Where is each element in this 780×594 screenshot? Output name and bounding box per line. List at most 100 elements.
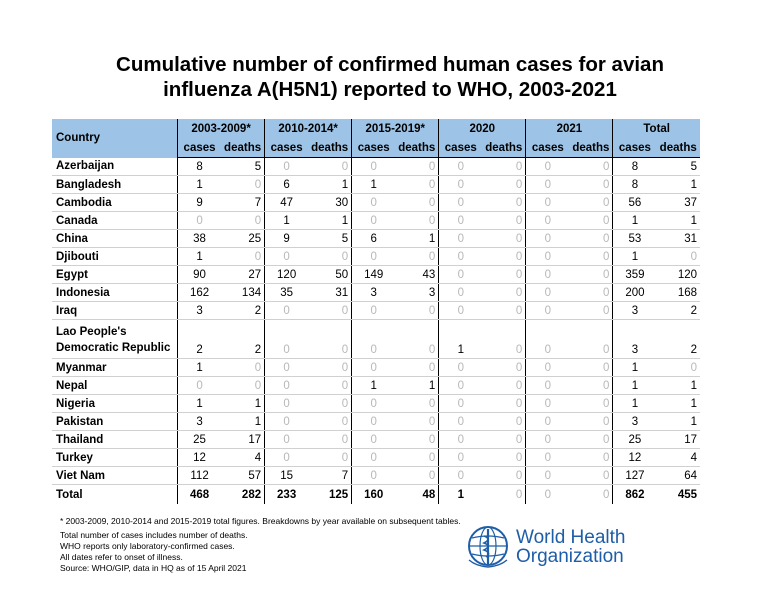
table-row: Iraq 3 2 0 0 0 0 0 0 0 0 3 2 bbox=[52, 301, 700, 320]
deaths-cell: 0 bbox=[308, 157, 353, 176]
deaths-cell: 1 bbox=[221, 394, 266, 413]
period-header: 2021 bbox=[525, 119, 614, 138]
deaths-cell: 0 bbox=[308, 376, 353, 395]
cases-cell: 127 bbox=[612, 466, 657, 485]
deaths-cell: 27 bbox=[221, 265, 266, 284]
cases-cell: 0 bbox=[438, 358, 483, 377]
cases-cell: 0 bbox=[525, 430, 570, 449]
cases-cell: 1 bbox=[438, 319, 483, 359]
cases-cell: 0 bbox=[351, 301, 396, 320]
cases-cell: 8 bbox=[612, 175, 657, 194]
cases-cell: 0 bbox=[264, 157, 309, 176]
who-emblem-icon bbox=[468, 526, 508, 568]
deaths-cell: 0 bbox=[482, 175, 527, 194]
deaths-cell: 5 bbox=[308, 229, 353, 248]
who-name: World Health Organization bbox=[516, 528, 625, 566]
cases-cell: 0 bbox=[525, 376, 570, 395]
cases-cell: 0 bbox=[177, 211, 222, 230]
deaths-cell: 1 bbox=[221, 412, 266, 431]
deaths-cell: 0 bbox=[221, 211, 266, 230]
deaths-cell: 0 bbox=[569, 157, 614, 176]
cases-cell: 0 bbox=[351, 319, 396, 359]
cases-cell: 0 bbox=[351, 466, 396, 485]
deaths-cell: 0 bbox=[395, 211, 440, 230]
cases-cell: 1 bbox=[177, 394, 222, 413]
cases-cell: 0 bbox=[351, 358, 396, 377]
cases-cell: 0 bbox=[351, 211, 396, 230]
deaths-subheader: deaths bbox=[308, 138, 353, 158]
deaths-cell: 0 bbox=[569, 376, 614, 395]
period-header: 2020 bbox=[438, 119, 527, 138]
note-line: All dates refer to onset of illness. bbox=[60, 552, 183, 562]
deaths-cell: 0 bbox=[308, 247, 353, 266]
deaths-cell: 0 bbox=[308, 358, 353, 377]
cases-cell: 0 bbox=[525, 211, 570, 230]
cases-cell: 9 bbox=[177, 193, 222, 212]
deaths-cell: 282 bbox=[221, 484, 266, 504]
cases-cell: 3 bbox=[177, 301, 222, 320]
cases-cell: 0 bbox=[264, 448, 309, 467]
cases-cell: 3 bbox=[351, 283, 396, 302]
deaths-cell: 5 bbox=[656, 157, 700, 176]
deaths-cell: 0 bbox=[656, 358, 700, 377]
cases-cell: 0 bbox=[264, 394, 309, 413]
deaths-cell: 7 bbox=[221, 193, 266, 212]
deaths-cell: 1 bbox=[308, 211, 353, 230]
cases-cell: 0 bbox=[351, 247, 396, 266]
deaths-cell: 1 bbox=[308, 175, 353, 194]
deaths-cell: 0 bbox=[482, 358, 527, 377]
deaths-cell: 1 bbox=[656, 211, 700, 230]
who-logo: World Health Organization bbox=[466, 524, 716, 574]
deaths-cell: 0 bbox=[395, 193, 440, 212]
period-header: Total bbox=[612, 119, 700, 138]
deaths-cell: 0 bbox=[395, 448, 440, 467]
table-row: Pakistan 3 1 0 0 0 0 0 0 0 0 3 1 bbox=[52, 412, 700, 431]
cases-cell: 90 bbox=[177, 265, 222, 284]
cases-cell: 12 bbox=[177, 448, 222, 467]
deaths-cell: 0 bbox=[569, 301, 614, 320]
deaths-cell: 0 bbox=[395, 157, 440, 176]
cases-cell: 1 bbox=[264, 211, 309, 230]
deaths-cell: 0 bbox=[482, 319, 527, 359]
deaths-cell: 0 bbox=[482, 484, 527, 504]
deaths-cell: 0 bbox=[482, 448, 527, 467]
table-row: China 38 25 9 5 6 1 0 0 0 0 53 31 bbox=[52, 229, 700, 248]
table-row: Nepal 0 0 0 0 1 1 0 0 0 0 1 1 bbox=[52, 376, 700, 395]
note-line: Source: WHO/GIP, data in HQ as of 15 Apr… bbox=[60, 563, 247, 573]
country-cell: Viet Nam bbox=[52, 466, 179, 485]
country-cell: Cambodia bbox=[52, 193, 179, 212]
country-column-header: Country bbox=[52, 119, 179, 158]
table-row: Canada 0 0 1 1 0 0 0 0 0 0 1 1 bbox=[52, 211, 700, 230]
cases-cell: 0 bbox=[264, 412, 309, 431]
cases-cell: 8 bbox=[612, 157, 657, 176]
deaths-cell: 0 bbox=[221, 175, 266, 194]
cases-cell: 56 bbox=[612, 193, 657, 212]
table-row: Egypt 90 27 120 50 149 43 0 0 0 0 359 120 bbox=[52, 265, 700, 284]
cases-cell: 0 bbox=[351, 157, 396, 176]
cases-cell: 0 bbox=[264, 430, 309, 449]
cases-cell: 0 bbox=[438, 466, 483, 485]
notes: Total number of cases includes number of… bbox=[60, 530, 248, 574]
cases-cell: 0 bbox=[351, 448, 396, 467]
cases-subheader: cases bbox=[351, 138, 396, 158]
deaths-cell: 1 bbox=[656, 394, 700, 413]
cases-cell: 3 bbox=[612, 319, 657, 359]
cases-cell: 1 bbox=[612, 247, 657, 266]
deaths-cell: 0 bbox=[482, 247, 527, 266]
cases-cell: 0 bbox=[525, 466, 570, 485]
cases-subheader: cases bbox=[177, 138, 222, 158]
deaths-cell: 7 bbox=[308, 466, 353, 485]
country-cell: Thailand bbox=[52, 430, 179, 449]
country-cell: Lao People's Democratic Republic bbox=[52, 319, 179, 359]
cases-cell: 9 bbox=[264, 229, 309, 248]
cases-cell: 0 bbox=[438, 229, 483, 248]
period-header: 2003-2009* bbox=[177, 119, 266, 138]
cases-cell: 0 bbox=[438, 175, 483, 194]
cases-cell: 35 bbox=[264, 283, 309, 302]
deaths-cell: 0 bbox=[482, 466, 527, 485]
deaths-cell: 0 bbox=[308, 301, 353, 320]
cases-cell: 162 bbox=[177, 283, 222, 302]
table-row: Cambodia 9 7 47 30 0 0 0 0 0 0 56 37 bbox=[52, 193, 700, 212]
cases-cell: 0 bbox=[438, 301, 483, 320]
cases-cell: 0 bbox=[525, 319, 570, 359]
